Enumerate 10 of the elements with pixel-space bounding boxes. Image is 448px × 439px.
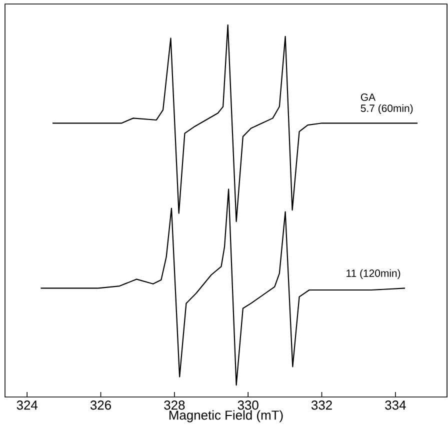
x-tick-label: 326 bbox=[90, 400, 112, 410]
annotation: GA bbox=[360, 93, 376, 101]
x-tick-label: 324 bbox=[16, 400, 38, 410]
series-label: 5.7 (60min) bbox=[360, 104, 413, 114]
series-label: 11 (120min) bbox=[346, 269, 400, 280]
x-axis-title: Magnetic Field (mT) bbox=[169, 410, 283, 422]
x-tick-label: 332 bbox=[311, 400, 332, 410]
x-tick-label: 334 bbox=[385, 400, 406, 410]
x-tick-label: 330 bbox=[238, 400, 258, 410]
x-tick-label: 328 bbox=[164, 400, 185, 410]
